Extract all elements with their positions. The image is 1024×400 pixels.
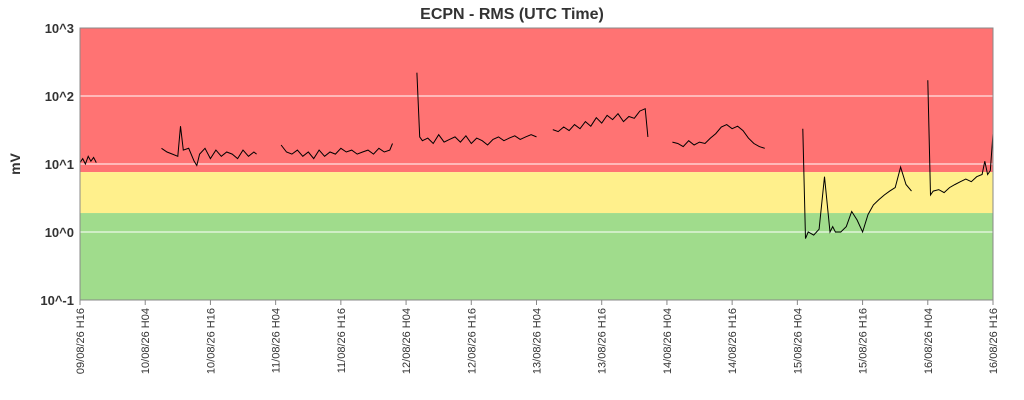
series-segment-2	[280, 143, 393, 160]
y-tick-label: 10^1	[45, 157, 74, 172]
series-segment-0	[79, 155, 97, 166]
series-segment-3	[416, 72, 537, 146]
series-segment-5	[672, 124, 765, 149]
y-axis-label: mV	[7, 152, 23, 174]
x-tick-label: 15/08/26 H16	[858, 308, 870, 374]
series-segment-1	[161, 126, 257, 167]
x-tick-label: 16/08/26 H04	[923, 308, 935, 374]
band-0	[80, 28, 993, 173]
y-tick-label: 10^0	[45, 225, 74, 240]
x-tick-label: 09/08/26 H16	[75, 308, 87, 374]
y-tick-label: 10^-1	[40, 293, 74, 308]
x-tick-label: 11/08/26 H04	[271, 308, 283, 373]
rms-series	[79, 72, 994, 239]
series-segment-6	[802, 128, 912, 239]
y-tick-label: 10^2	[45, 89, 74, 104]
chart-title: ECPN - RMS (UTC Time)	[420, 6, 604, 23]
threshold-bands	[80, 28, 993, 300]
x-tick-marks	[79, 300, 994, 305]
x-tick-label: 13/08/26 H04	[532, 308, 544, 374]
x-tick-label: 10/08/26 H16	[205, 308, 217, 374]
x-tick-label: 12/08/26 H16	[466, 308, 478, 374]
plot-frame	[79, 27, 994, 301]
x-tick-label: 16/08/26 H16	[988, 308, 1000, 374]
x-tick-label: 11/08/26 H16	[336, 308, 348, 373]
x-tick-label: 10/08/26 H04	[140, 308, 152, 374]
y-tick-label: 10^3	[45, 21, 74, 36]
x-tick-label: 12/08/26 H04	[401, 308, 413, 374]
band-2	[80, 213, 993, 300]
x-tick-label: 14/08/26 H04	[662, 308, 674, 374]
x-tick-label: 14/08/26 H16	[727, 308, 739, 374]
series-segment-4	[552, 107, 649, 137]
x-axis-ticks: 09/08/26 H16 10/08/26 H04 10/08/26 H16 11/0…	[75, 308, 1000, 374]
x-tick-label: 15/08/26 H04	[792, 308, 804, 374]
y-axis-ticks: 10^3 10^2 10^1 10^0 10^-1	[40, 21, 74, 308]
band-1	[80, 172, 993, 214]
series-segment-7	[927, 80, 994, 197]
x-tick-label: 13/08/26 H16	[597, 308, 609, 374]
